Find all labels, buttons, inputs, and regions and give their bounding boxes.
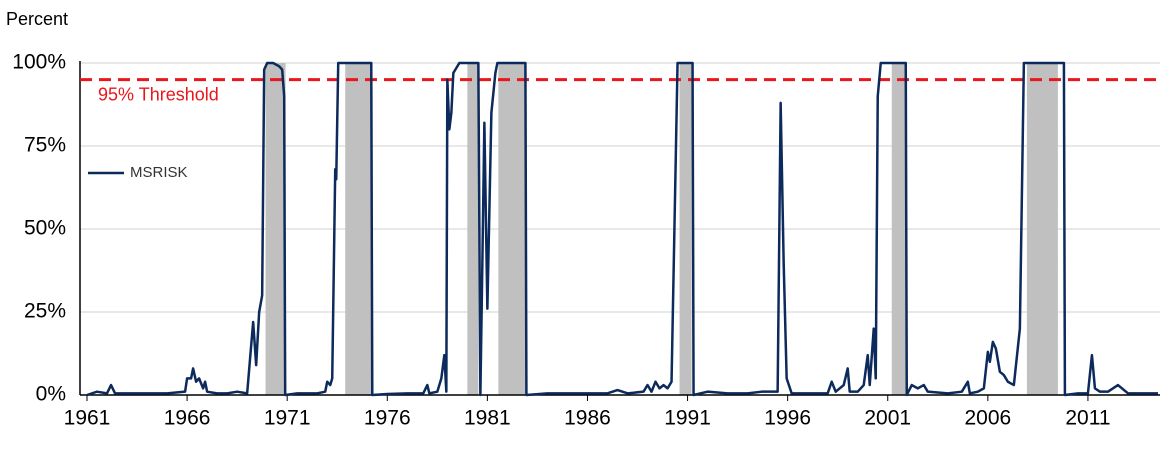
shaded-region [467, 63, 479, 395]
x-tick-label: 1971 [264, 407, 311, 430]
x-tick-label: 1986 [564, 407, 611, 430]
threshold-label: 95% Threshold [98, 84, 219, 104]
x-tick-label: 1966 [164, 407, 211, 430]
shaded-region [891, 63, 906, 395]
x-tick-label: 2006 [964, 407, 1011, 430]
y-tick-label: 0% [36, 383, 66, 406]
y-tick-label: 25% [24, 300, 66, 323]
x-tick-label: 2001 [864, 407, 911, 430]
x-tick-label: 2011 [1065, 407, 1110, 430]
y-tick-label: 100% [12, 51, 66, 74]
x-tick-label: 1981 [464, 407, 511, 430]
shaded-region [679, 63, 692, 395]
shaded-region [1026, 63, 1058, 395]
x-tick-label: 1961 [64, 407, 111, 430]
x-tick-label: 1991 [664, 407, 711, 430]
shaded-region [498, 63, 526, 395]
y-tick-label: 75% [24, 134, 66, 157]
shaded-region [345, 63, 372, 395]
shaded-region [265, 63, 286, 395]
y-tick-label: 50% [24, 217, 66, 240]
x-tick-label: 1996 [764, 407, 811, 430]
series-line [86, 61, 1158, 397]
y-axis-label: Percent [6, 9, 68, 29]
x-tick-label: 1976 [364, 407, 411, 430]
legend-label: MSRISK [130, 164, 188, 181]
